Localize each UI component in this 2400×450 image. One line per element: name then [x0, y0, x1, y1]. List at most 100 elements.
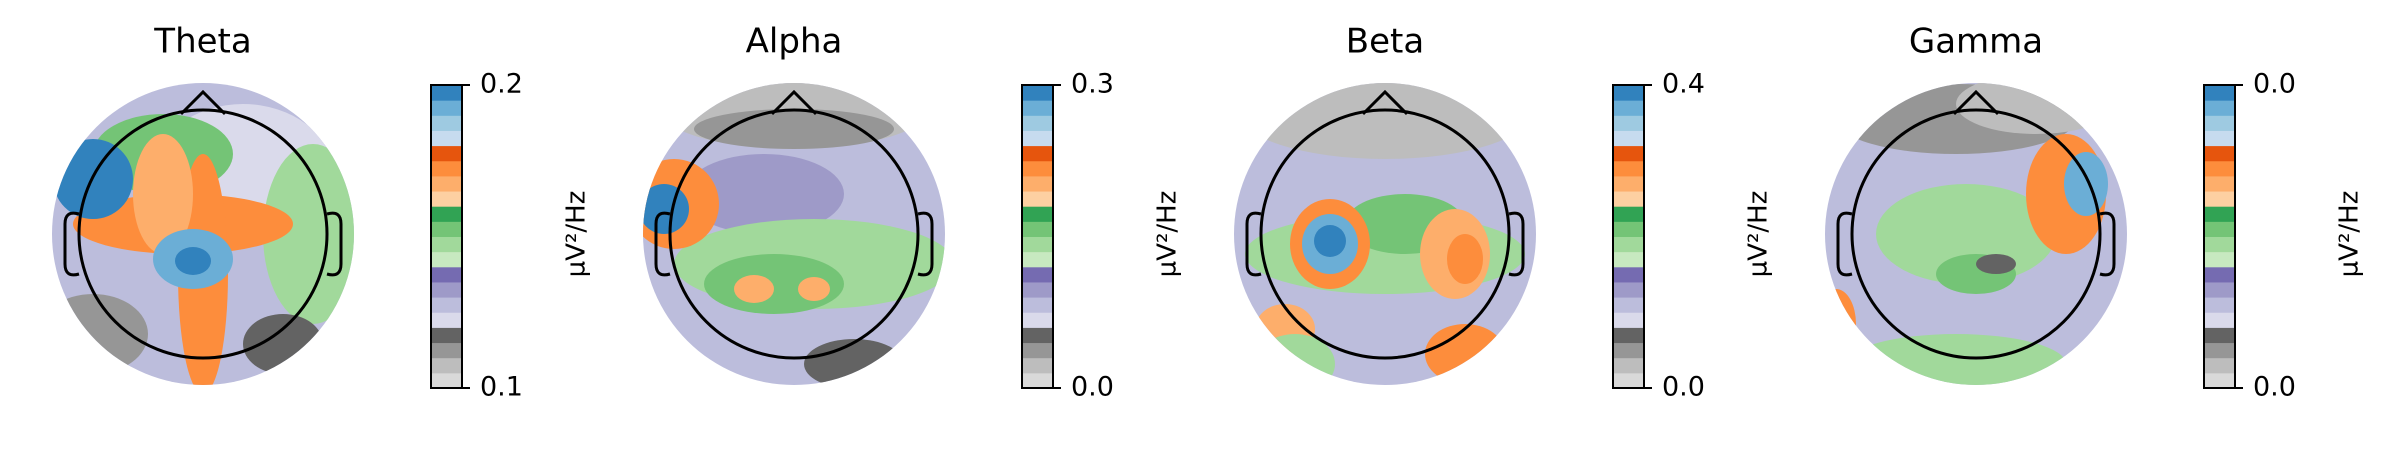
- colorbar-band: [431, 145, 462, 162]
- ear: [1245, 211, 1262, 277]
- panel: Beta 0.0 0.4 µV²/Hz: [1234, 22, 1774, 403]
- colorbar-band: [2204, 206, 2235, 222]
- panel-title: Gamma: [1909, 22, 2043, 62]
- colorbar-band: [431, 206, 462, 222]
- colorbar-band: [1613, 175, 1644, 192]
- colorbar-tick-label: 0.0: [2253, 69, 2296, 100]
- colorbar-band: [1022, 266, 1053, 283]
- colorbar-band: [431, 312, 462, 328]
- colorbar-band: [1613, 115, 1644, 131]
- field-patch: [1976, 254, 2016, 274]
- colorbar-band: [2204, 281, 2235, 298]
- field-patch: [175, 247, 211, 275]
- colorbar-label: µV²/Hz: [562, 191, 592, 278]
- colorbar-band: [431, 221, 462, 237]
- colorbar-band: [2204, 327, 2235, 344]
- colorbar-band: [1022, 372, 1053, 389]
- field-patch: [1425, 324, 1505, 384]
- field-patch: [1447, 234, 1483, 284]
- panel-title: Alpha: [746, 22, 843, 62]
- colorbar-band: [2204, 357, 2235, 374]
- colorbar-band: [431, 297, 462, 313]
- nose: [1361, 89, 1409, 116]
- colorbar-band: [1613, 100, 1644, 116]
- panel-title: Theta: [153, 22, 251, 62]
- colorbar-tick-label: 0.2: [480, 69, 523, 100]
- field-patch: [694, 109, 894, 149]
- colorbar-band: [1613, 357, 1644, 374]
- colorbar-band: [2204, 85, 2235, 101]
- field-patch: [684, 154, 844, 234]
- colorbar-frame: [1021, 84, 1054, 389]
- head: [77, 108, 329, 360]
- nose: [770, 89, 818, 116]
- colorbar-band: [2204, 372, 2235, 389]
- ear: [654, 211, 671, 277]
- colorbar-band: [431, 372, 462, 389]
- colorbar-band: [431, 266, 462, 283]
- field-patch: [798, 277, 830, 301]
- field-patch: [2064, 152, 2108, 216]
- colorbar-band: [431, 236, 462, 253]
- colorbar-frame: [2203, 84, 2236, 389]
- colorbar-band: [1613, 251, 1644, 268]
- colorbar-band: [1613, 221, 1644, 237]
- colorbar-band: [431, 160, 462, 177]
- colorbar-band: [1022, 297, 1053, 313]
- colorbar-band: [2204, 145, 2235, 162]
- head: [668, 108, 920, 360]
- colorbar-band: [1613, 297, 1644, 313]
- colorbar-band: [1613, 372, 1644, 389]
- colorbar-band: [431, 85, 462, 101]
- colorbar-band: [1613, 342, 1644, 359]
- field-patch: [243, 314, 323, 374]
- ear: [1836, 211, 1853, 277]
- colorbar-band: [1022, 206, 1053, 222]
- colorbar-band: [1022, 281, 1053, 298]
- colorbar-band: [2204, 312, 2235, 328]
- colorbar-band: [1613, 236, 1644, 253]
- topo-field: [643, 83, 945, 385]
- ear: [1508, 211, 1525, 277]
- colorbar-band: [2204, 342, 2235, 359]
- colorbar-band: [1613, 327, 1644, 344]
- colorbar-tick-label: 0.1: [480, 372, 523, 403]
- field-patch: [1314, 225, 1346, 257]
- colorbar-label: µV²/Hz: [1153, 191, 1183, 278]
- colorbar-band: [1613, 145, 1644, 162]
- colorbar-band: [1022, 145, 1053, 162]
- field-patch: [804, 339, 904, 385]
- colorbar-band: [1022, 221, 1053, 237]
- colorbar-band: [1613, 266, 1644, 283]
- panel: Alpha 0.0 0.3 µV²/Hz: [643, 22, 1183, 403]
- colorbar-band: [1022, 100, 1053, 116]
- colorbar-band: [1613, 281, 1644, 298]
- colorbar-band: [431, 281, 462, 298]
- colorbar-band: [1613, 206, 1644, 222]
- colorbar-band: [1613, 160, 1644, 177]
- colorbar-band: [1022, 160, 1053, 177]
- colorbar-label: µV²/Hz: [1744, 191, 1774, 278]
- colorbar-band: [1613, 312, 1644, 328]
- field-patch: [263, 144, 354, 324]
- colorbar-band: [1022, 236, 1053, 253]
- panel: Theta 0.1 0.2 µV²/Hz: [52, 22, 592, 403]
- nose: [1952, 89, 2000, 116]
- ear: [63, 211, 80, 277]
- colorbar-tick-label: 0.0: [2253, 372, 2296, 403]
- colorbar-band: [431, 130, 462, 147]
- colorbar-band: [2204, 297, 2235, 313]
- colorbar-band: [2204, 266, 2235, 283]
- colorbar-tick-label: 0.0: [1071, 372, 1114, 403]
- colorbar-frame: [1612, 84, 1645, 389]
- panel: Gamma 0.0 0.0 µV²/Hz: [1825, 22, 2365, 403]
- colorbar-frame: [430, 84, 463, 389]
- colorbar-band: [431, 357, 462, 374]
- colorbar-band: [1613, 191, 1644, 207]
- colorbar-band: [1022, 251, 1053, 268]
- colorbar-band: [1022, 312, 1053, 328]
- colorbar-band: [431, 327, 462, 344]
- topo-field: [1825, 83, 2127, 385]
- colorbar-band: [1022, 191, 1053, 207]
- field-patch: [643, 184, 689, 234]
